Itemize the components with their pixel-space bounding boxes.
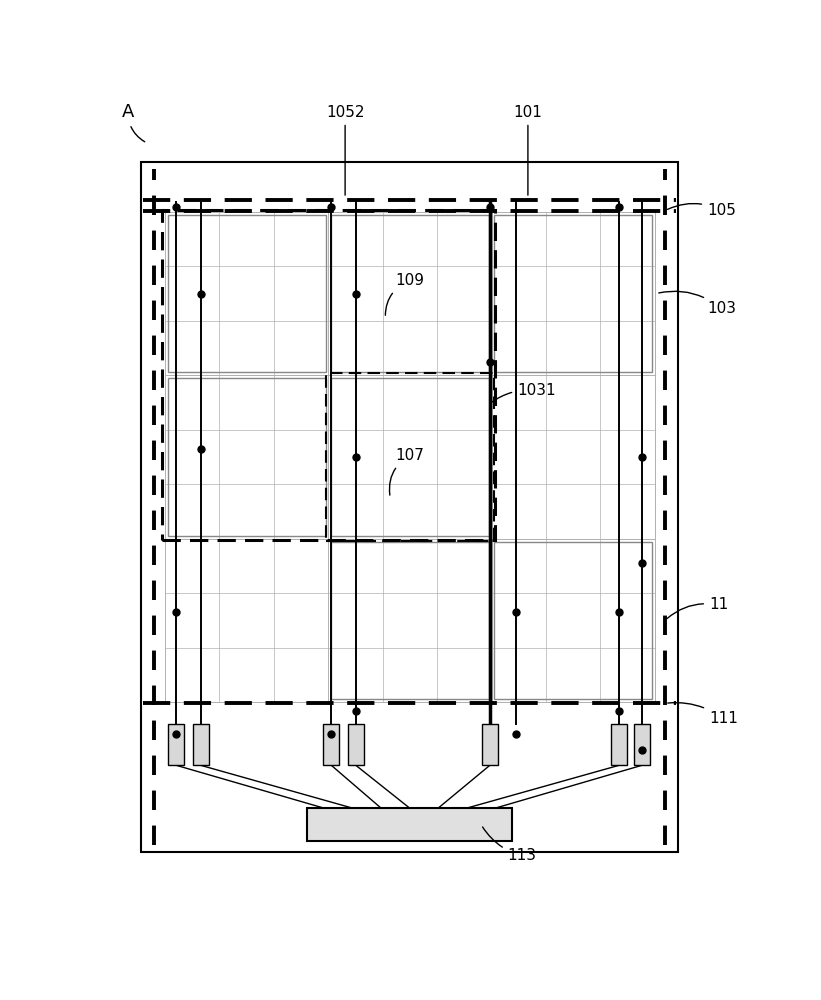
Bar [323,724,339,765]
Text: 1031: 1031 [491,383,556,403]
Point [195,286,208,302]
Point [325,199,338,215]
Bar [494,542,652,699]
Point [612,199,626,215]
Bar [331,378,489,536]
Point [350,449,363,465]
Bar [494,215,652,372]
Text: 109: 109 [385,273,424,315]
Point [635,449,649,465]
Text: 113: 113 [483,827,536,863]
Point [350,703,363,719]
Point [325,726,338,742]
Bar [611,724,627,765]
Text: 11: 11 [667,597,728,619]
Point [635,742,649,758]
Point [170,199,183,215]
Point [635,555,649,571]
Text: 107: 107 [389,448,424,495]
Point [484,199,497,215]
Bar [348,724,364,765]
Bar [193,724,209,765]
Point [612,703,626,719]
Bar [167,378,326,536]
Bar [162,210,495,540]
Point [195,441,208,457]
Bar [331,215,489,372]
Bar [167,215,326,372]
Point [510,604,523,620]
Bar [308,808,511,841]
Bar [634,724,649,765]
Text: 105: 105 [667,203,736,218]
Point [170,726,183,742]
Point [170,604,183,620]
Point [612,604,626,620]
Bar [326,373,493,541]
Text: 103: 103 [658,291,736,316]
Point [510,726,523,742]
Text: 101: 101 [513,105,543,195]
Bar [331,542,489,699]
Point [484,354,497,370]
Point [350,286,363,302]
Text: 111: 111 [667,703,738,726]
Text: 1052: 1052 [326,105,365,195]
Bar [141,162,678,852]
Bar [482,724,498,765]
Bar [168,724,185,765]
Text: A: A [122,103,144,142]
